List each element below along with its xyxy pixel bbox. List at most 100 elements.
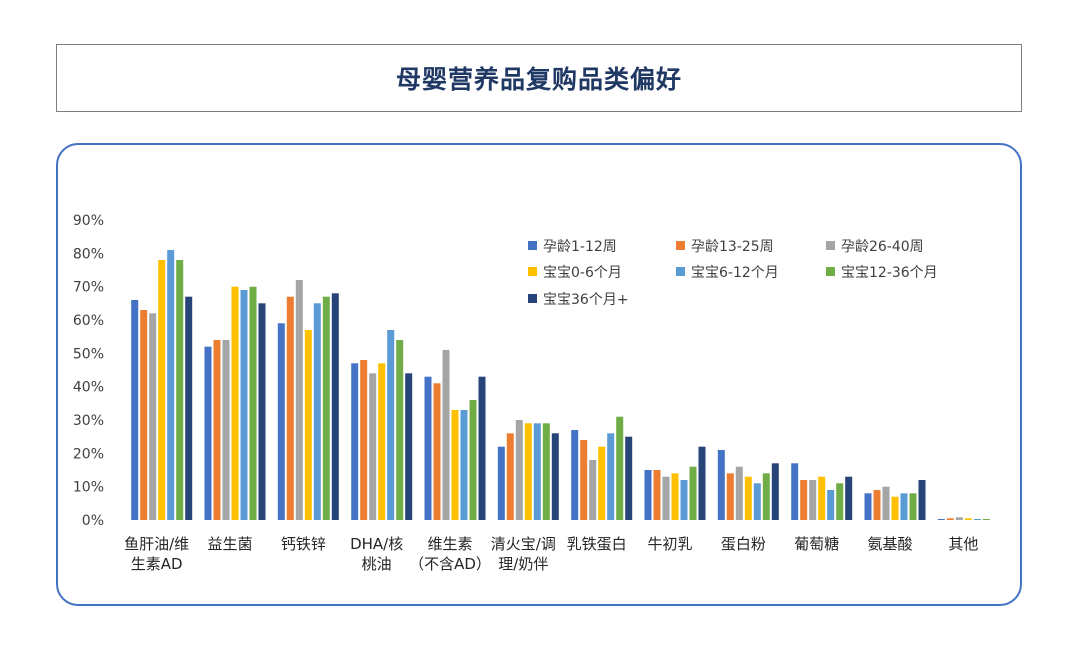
bar (542, 423, 550, 520)
legend-swatch (826, 267, 835, 276)
x-axis: 鱼肝油/维生素AD 益生菌 钙铁锌 DHA/核桃油 维生素 （不含AD）清火宝/调理/奶伴… (124, 535, 978, 573)
bar (369, 373, 377, 520)
bars (131, 250, 990, 520)
category-label-line: DHA/核 (350, 535, 403, 553)
category-label: DHA/核桃油 (350, 535, 403, 573)
bar (791, 463, 799, 520)
bar (964, 518, 972, 520)
bar (982, 519, 990, 520)
bar (909, 493, 917, 520)
bar (313, 303, 321, 520)
bar (744, 476, 752, 520)
bar (405, 373, 413, 520)
bar (167, 250, 175, 520)
y-tick-label: 0% (82, 513, 104, 529)
bar (771, 463, 779, 520)
bar (580, 440, 588, 520)
bar (937, 519, 945, 520)
category-label: 牛初乳 (647, 535, 692, 553)
bar (304, 330, 312, 520)
bar (717, 450, 725, 520)
bar (809, 480, 817, 520)
y-tick-label: 60% (73, 313, 104, 329)
y-tick-label: 80% (73, 246, 104, 262)
bar (240, 290, 248, 520)
bar (258, 303, 266, 520)
bar (845, 476, 853, 520)
bar (433, 383, 441, 520)
bar (873, 490, 881, 520)
bar (249, 286, 257, 520)
bar (753, 483, 761, 520)
legend-swatch (826, 241, 835, 250)
bar (882, 486, 890, 520)
legend-label: 宝宝0-6个月 (543, 265, 622, 281)
bar (131, 300, 139, 520)
category-label: 氨基酸 (867, 535, 912, 553)
bar (598, 446, 606, 520)
bar (616, 416, 624, 520)
category-label: 其他 (948, 535, 978, 553)
bar (469, 400, 477, 520)
bar (551, 433, 559, 520)
category-label-line: 益生菌 (207, 535, 252, 553)
category-label-line: 牛初乳 (647, 535, 692, 553)
bar (451, 410, 459, 520)
legend-label: 宝宝12-36个月 (841, 265, 938, 281)
bar (277, 323, 285, 520)
legend-item: 宝宝12-36个月 (826, 265, 938, 281)
category-label-line: 乳铁蛋白 (567, 535, 627, 553)
legend-item: 宝宝6-12个月 (676, 265, 779, 281)
legend-swatch (528, 294, 537, 303)
bar (864, 493, 872, 520)
title-box: 母婴营养品复购品类偏好 (56, 44, 1022, 112)
bar (378, 363, 386, 520)
bar (322, 296, 330, 520)
y-tick-label: 30% (73, 413, 104, 429)
category-label-line: 蛋白粉 (721, 535, 766, 553)
category-label-line: （不含AD） (409, 555, 491, 573)
bar (176, 260, 184, 520)
bar (387, 330, 395, 520)
legend-label: 孕龄13-25周 (691, 239, 774, 255)
bar (295, 280, 303, 520)
y-tick-label: 20% (73, 446, 104, 462)
bar (286, 296, 294, 520)
legend-label: 孕龄1-12周 (543, 239, 617, 255)
y-tick-label: 50% (73, 346, 104, 362)
bar (231, 286, 239, 520)
category-label-line: 葡萄糖 (794, 535, 839, 553)
category-label: 维生素 （不含AD） (409, 535, 491, 573)
bar (955, 517, 963, 520)
y-tick-label: 90% (73, 213, 104, 229)
bar (140, 310, 148, 520)
bar (644, 470, 652, 520)
bar (653, 470, 661, 520)
bar (442, 350, 450, 520)
category-label: 蛋白粉 (721, 535, 766, 553)
bar (735, 466, 743, 520)
category-label-line: 其他 (948, 535, 978, 553)
category-label-line: 桃油 (362, 555, 392, 573)
category-label-line: 理/奶伴 (498, 555, 548, 573)
bar (891, 496, 899, 520)
bar (396, 340, 404, 520)
y-axis: 0% 10% 20% 30% 40% 50% 60% 70% 80% 90% (73, 213, 104, 529)
category-label-line: 生素AD (131, 555, 183, 573)
bar (478, 376, 486, 520)
bar (918, 480, 926, 520)
bar (946, 518, 954, 520)
category-label: 葡萄糖 (794, 535, 839, 553)
category-label-line: 维生素 (427, 535, 472, 553)
legend-swatch (528, 267, 537, 276)
bar (698, 446, 706, 520)
chart-title: 母婴营养品复购品类偏好 (395, 65, 682, 94)
legend-swatch (676, 241, 685, 250)
bar (213, 340, 221, 520)
bar (204, 346, 212, 520)
legend-item: 孕龄1-12周 (528, 239, 617, 255)
bar (800, 480, 808, 520)
legend-item: 宝宝36个月+ (528, 292, 629, 308)
bar (185, 296, 193, 520)
